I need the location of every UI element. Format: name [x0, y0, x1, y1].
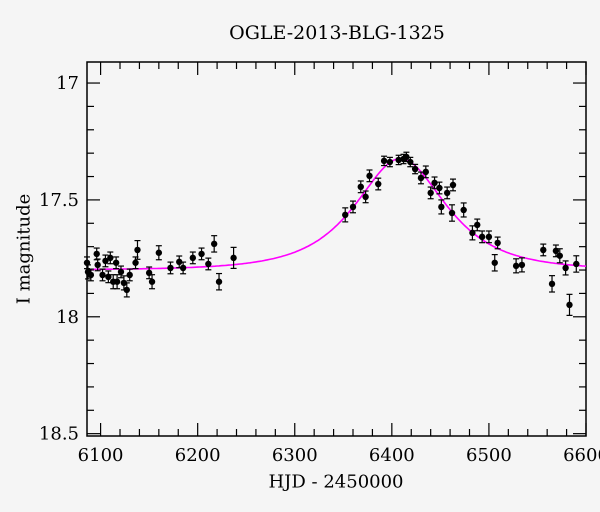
data-point [342, 211, 349, 219]
data-point [112, 259, 120, 266]
data-point [403, 153, 410, 161]
data-point [349, 203, 357, 211]
data-point [107, 254, 114, 262]
plot-frame [86, 61, 587, 437]
data-point [117, 268, 125, 276]
data-point [132, 259, 139, 266]
data-point [215, 278, 223, 285]
data-point [573, 260, 580, 268]
x-tick-label: 6300 [272, 445, 318, 466]
data-point [443, 189, 451, 197]
y-tick-label: 17 [56, 73, 79, 94]
data-point [417, 174, 425, 182]
data-point [422, 168, 430, 176]
data-point [148, 278, 156, 285]
data-point [411, 165, 419, 173]
x-tick-label: 6200 [175, 445, 221, 466]
data-point [469, 229, 476, 237]
data-point [566, 301, 573, 309]
data-point [134, 246, 141, 254]
data-point [438, 203, 445, 211]
data-point [386, 158, 394, 166]
data-point [474, 221, 481, 229]
data-point [562, 264, 569, 272]
chart-title: OGLE-2013-BLG-1325 [229, 22, 445, 44]
data-point [123, 286, 131, 294]
data-point [518, 261, 526, 269]
x-tick-label: 6600 [563, 445, 600, 466]
data-point [548, 280, 556, 288]
x-tick-label: 6500 [466, 445, 512, 466]
data-point [155, 249, 163, 256]
data-point [176, 258, 183, 266]
data-point [427, 189, 434, 197]
data-point [210, 240, 218, 248]
data-point [362, 193, 369, 201]
data-point [230, 254, 237, 262]
x-tick-label: 6400 [369, 445, 415, 466]
x-axis-label: HJD - 2450000 [268, 471, 404, 493]
data-point [167, 264, 174, 272]
data-point [380, 157, 388, 165]
data-point [491, 259, 498, 266]
data-point [179, 264, 187, 272]
data-point [449, 181, 457, 189]
data-point [198, 250, 205, 258]
data-point [93, 250, 100, 258]
data-point [105, 273, 112, 281]
data-point [494, 239, 501, 247]
data-point [478, 233, 486, 241]
data-point [113, 278, 121, 285]
data-point [126, 271, 133, 279]
data-point [485, 233, 493, 241]
data-point [540, 246, 547, 254]
data-point [407, 158, 414, 166]
data-point [556, 252, 563, 259]
y-tick-label: 18 [56, 307, 79, 328]
data-point [357, 183, 364, 191]
data-point [395, 156, 402, 164]
data-point [375, 180, 382, 188]
data-point [99, 271, 106, 279]
x-tick-label: 6100 [78, 445, 124, 466]
data-point [366, 172, 373, 180]
data-point [87, 271, 95, 279]
data-point [102, 257, 109, 265]
data-point [512, 262, 520, 270]
y-tick-label: 17.5 [39, 190, 79, 211]
data-point [436, 184, 443, 192]
data-point [189, 254, 197, 262]
data-point [448, 209, 456, 217]
data-point [205, 260, 212, 268]
data-point [94, 261, 101, 269]
data-point [431, 179, 438, 187]
y-tick-label: 18.5 [39, 424, 79, 445]
data-point [460, 206, 467, 214]
